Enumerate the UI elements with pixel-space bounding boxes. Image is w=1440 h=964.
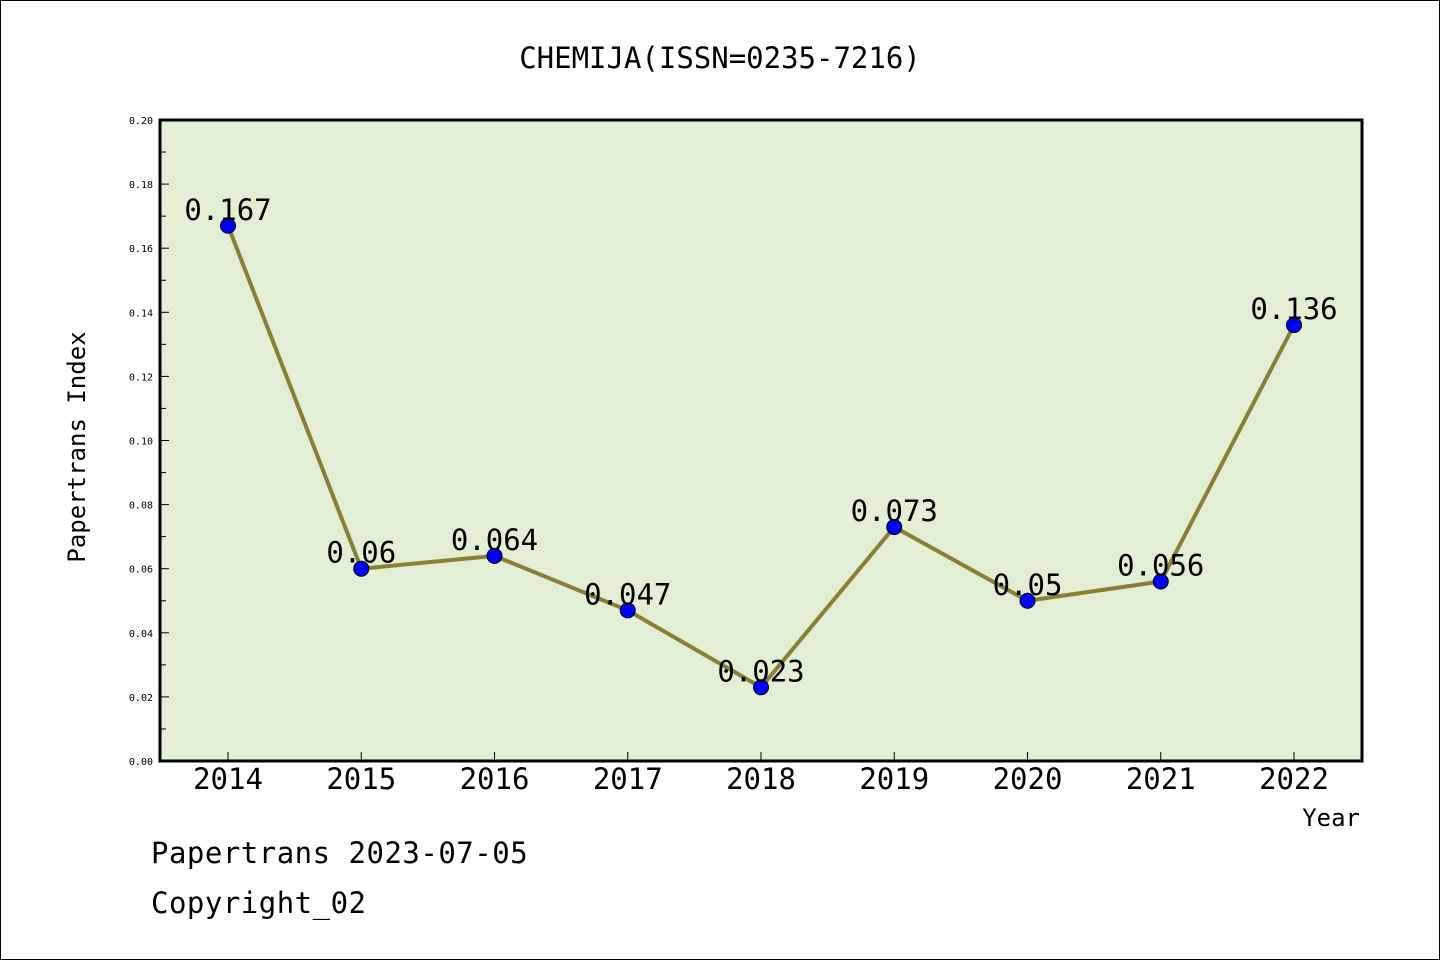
data-point [486, 547, 503, 564]
x-axis: 2014 2015 2016 2017 2018 2019 2020 2021 2022 [193, 752, 1329, 796]
footer-copyright: Copyright_02 [151, 886, 367, 920]
data-point [753, 679, 769, 696]
y-axis: 0.00 0.02 0.04 0.06 0.08 0.10 0.12 0.14 0.16 0.18… [129, 116, 169, 768]
x-axis-label: Year [1302, 804, 1360, 832]
y-tick-label: 0.18 [129, 180, 153, 191]
y-tick-label: 0.08 [129, 501, 153, 512]
x-tick-label: 2019 [859, 762, 929, 796]
y-tick-label: 0.04 [129, 629, 153, 640]
chart-title: CHEMIJA(ISSN=0235-7216) [519, 41, 921, 75]
x-tick-label: 2020 [993, 762, 1063, 796]
y-tick-label: 0.16 [129, 244, 153, 255]
data-point [220, 217, 236, 234]
x-tick-label: 2014 [193, 762, 263, 796]
data-label: 0.05 [993, 568, 1063, 602]
data-point [619, 602, 636, 619]
footer-date: Papertrans 2023-07-05 [151, 836, 529, 870]
y-axis-label: Papertrans Index [63, 331, 91, 562]
data-label: 0.073 [851, 494, 938, 528]
data-label: 0.06 [326, 536, 396, 570]
x-tick-label: 2016 [460, 762, 530, 796]
data-point [886, 519, 903, 536]
y-tick-label: 0.10 [129, 437, 153, 448]
x-tick-label: 2018 [726, 762, 796, 796]
data-point [1286, 317, 1302, 334]
data-point [1152, 573, 1169, 590]
data-point [353, 560, 370, 577]
series-papertrans-index: 0.167 0.06 0.064 0.047 0.023 0.073 0.05 0.056 0.… [184, 193, 1338, 696]
data-label: 0.064 [451, 523, 538, 557]
y-tick-label: 0.14 [129, 308, 153, 319]
data-label: 0.056 [1117, 549, 1204, 583]
y-tick-label: 0.06 [129, 565, 153, 576]
x-tick-label: 2017 [593, 762, 663, 796]
data-label: 0.136 [1250, 292, 1337, 326]
y-tick-label: 0.20 [129, 116, 153, 127]
plot-area [158, 118, 1364, 763]
x-tick-label: 2015 [326, 762, 396, 796]
data-label: 0.167 [184, 193, 271, 227]
data-label: 0.023 [717, 654, 804, 688]
data-point [1019, 592, 1036, 609]
y-tick-label: 0.02 [129, 693, 153, 704]
y-tick-label: 0.12 [129, 372, 153, 383]
data-label: 0.047 [584, 577, 671, 611]
x-tick-label: 2022 [1259, 762, 1329, 796]
x-tick-label: 2021 [1126, 762, 1196, 796]
y-tick-label: 0.00 [129, 757, 153, 768]
